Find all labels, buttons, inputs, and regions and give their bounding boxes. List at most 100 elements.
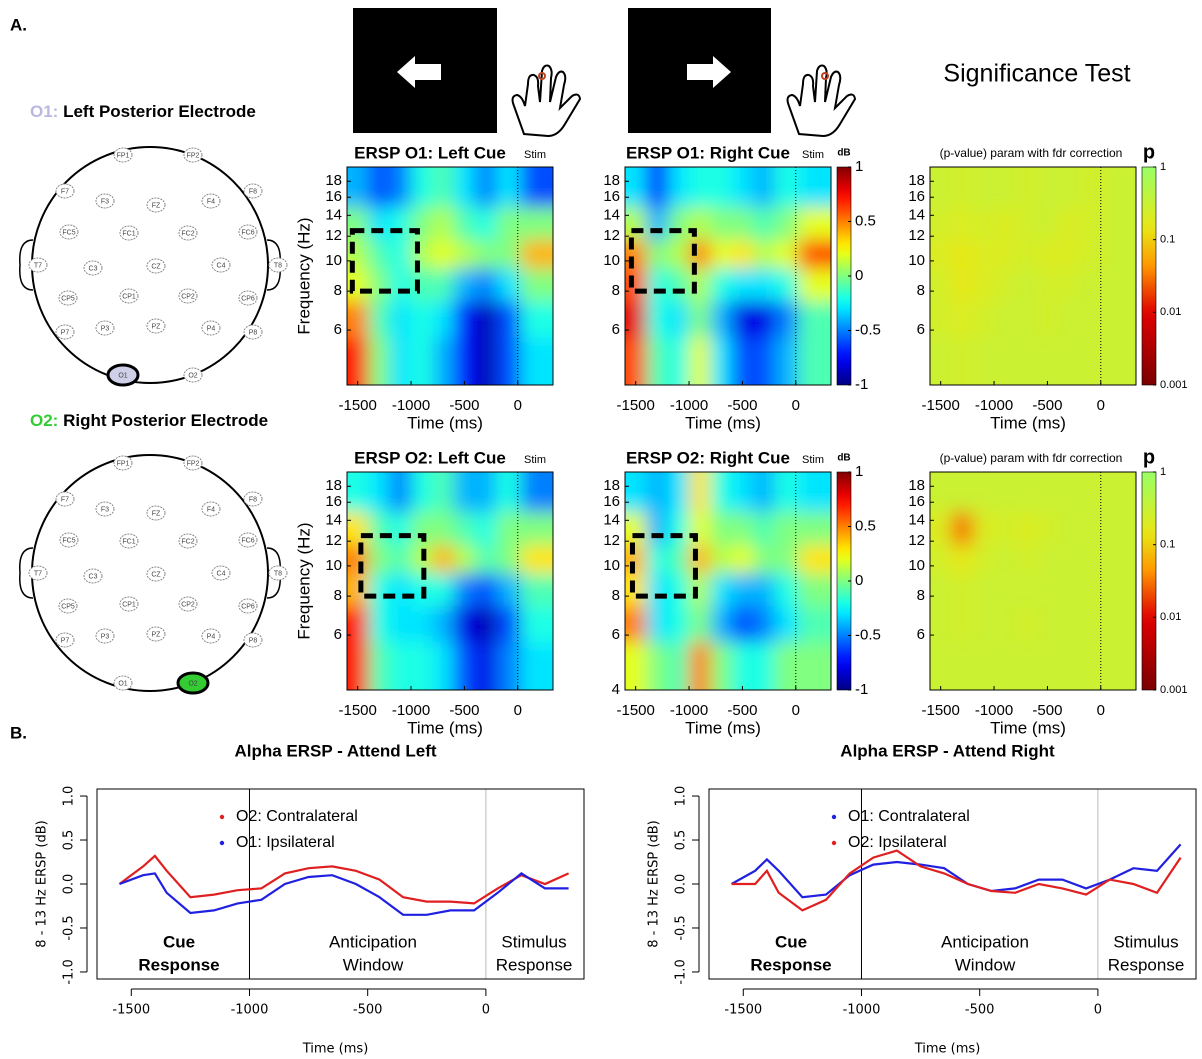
- heatmap-cell: [731, 573, 754, 607]
- heatmap-cell: [496, 167, 521, 208]
- heatmap-cell: [930, 268, 952, 302]
- heatmap-cell: [389, 512, 412, 546]
- x-tick-label: -1500: [112, 1003, 150, 1018]
- heatmap-cell: [689, 544, 711, 575]
- plot-frame: [708, 788, 1197, 980]
- colorbar-tick-label: 0.01: [1160, 306, 1181, 318]
- plot-frame: [346, 166, 554, 386]
- heatmap-cell: [1058, 167, 1080, 208]
- heatmap-cell: [667, 207, 690, 241]
- heatmap-cell: [774, 207, 799, 241]
- heatmap-cell: [496, 337, 521, 385]
- x-tick-label: -1500: [616, 397, 654, 414]
- heatmap-cell: [432, 268, 455, 302]
- heatmap-cell: [798, 337, 831, 385]
- y-tick-label: -0.5: [674, 915, 689, 940]
- heatmap-cell: [710, 544, 733, 575]
- heatmap-cell: [994, 573, 1016, 607]
- electrode: [95, 628, 115, 644]
- heatmap-cell: [475, 544, 497, 575]
- y-tick-label: 1.0: [674, 786, 689, 807]
- heatmap-cell: [774, 337, 799, 385]
- heatmap-cell: [646, 239, 669, 270]
- electrode: [178, 596, 198, 612]
- y-tick-label: 10: [603, 252, 620, 269]
- heatmap-cell: [1036, 606, 1059, 643]
- region-label: Anticipation: [329, 932, 417, 951]
- heatmap-cell: [389, 207, 412, 241]
- heatmap-cell: [1103, 512, 1136, 546]
- electrode: [201, 628, 221, 644]
- y-tick-label: 6: [334, 321, 342, 338]
- heatmap-cell: [1015, 642, 1038, 690]
- electrode: [55, 491, 75, 507]
- electrode-label: P3: [101, 633, 110, 640]
- region-label: Window: [955, 955, 1016, 974]
- chart-title: (p-value) param with fdr correction: [940, 451, 1123, 465]
- y-tick-label: 16: [325, 188, 342, 205]
- electrode-label: CP6: [241, 295, 255, 302]
- heatmap-cell: [389, 301, 412, 338]
- electrode-label: P8: [249, 329, 258, 336]
- electrode: [59, 224, 79, 240]
- heatmap-field: [625, 472, 831, 690]
- y-tick-label: 16: [603, 188, 620, 205]
- heatmap-cell: [625, 642, 647, 690]
- heatmap-cell: [1015, 606, 1038, 643]
- heatmap-cell: [710, 573, 733, 607]
- hand-icon: [786, 64, 857, 138]
- colorbar-tick-label: 1: [1160, 161, 1166, 173]
- electrode: [201, 320, 221, 336]
- colorbar-tick-label: -1: [855, 376, 868, 393]
- heatmap-cell: [347, 472, 369, 513]
- heatmap-cell: [731, 239, 754, 270]
- heatmap-cell: [520, 573, 553, 607]
- heatmap-cell: [1036, 573, 1059, 607]
- electrode-label: P4: [207, 325, 216, 332]
- electrode: [55, 324, 75, 340]
- electrode: [58, 290, 78, 306]
- heatmap-cell: [731, 167, 754, 208]
- heatmap-cell: [689, 512, 711, 546]
- colorbar-tick-label: 0.01: [1160, 611, 1181, 623]
- heatmap-cell: [930, 301, 952, 338]
- electrode-label: CP5: [61, 603, 75, 610]
- region-label: Cue: [775, 932, 807, 951]
- electrode-label: P7: [61, 329, 70, 336]
- heatmap-cell: [667, 301, 690, 338]
- electrode-label: F8: [249, 496, 257, 503]
- heatmap-cell: [453, 239, 476, 270]
- x-tick-label: 0: [792, 702, 800, 719]
- heatmap-cell: [753, 301, 775, 338]
- x-axis-label: Time (ms): [990, 413, 1066, 432]
- heatmap-cell: [389, 268, 412, 302]
- electrode-label: C4: [217, 570, 226, 577]
- heatmap-cell: [496, 606, 521, 643]
- electrode: [268, 257, 288, 273]
- x-tick-label: -500: [1032, 397, 1062, 414]
- x-tick-label: -1500: [921, 702, 959, 719]
- heatmap-cell: [731, 512, 754, 546]
- heatmap-cell: [475, 512, 497, 546]
- x-tick-label: -1000: [392, 397, 430, 414]
- heatmap-cell: [475, 642, 497, 690]
- heatmap-cell: [798, 544, 831, 575]
- x-tick-label: -500: [449, 397, 479, 414]
- heatmap-cell: [710, 268, 733, 302]
- heatmap-cell: [646, 472, 669, 513]
- heatmap-cell: [368, 544, 391, 575]
- heatmap-cell: [753, 337, 775, 385]
- heatmap-cell: [1079, 268, 1104, 302]
- heatmap-cell: [1079, 544, 1104, 575]
- electrode: [183, 147, 203, 163]
- heatmap-cell: [667, 337, 690, 385]
- heatmap-cell: [368, 606, 391, 643]
- heatmap-cell: [368, 268, 391, 302]
- heatmap-cell: [774, 573, 799, 607]
- heatmap-cell: [972, 167, 995, 208]
- heatmap-cell: [951, 606, 974, 643]
- heatmap-cell: [1058, 606, 1080, 643]
- y-tick-label: 12: [325, 532, 342, 549]
- electrode-prefix: O2:: [30, 411, 58, 430]
- heatmap-cell: [994, 301, 1016, 338]
